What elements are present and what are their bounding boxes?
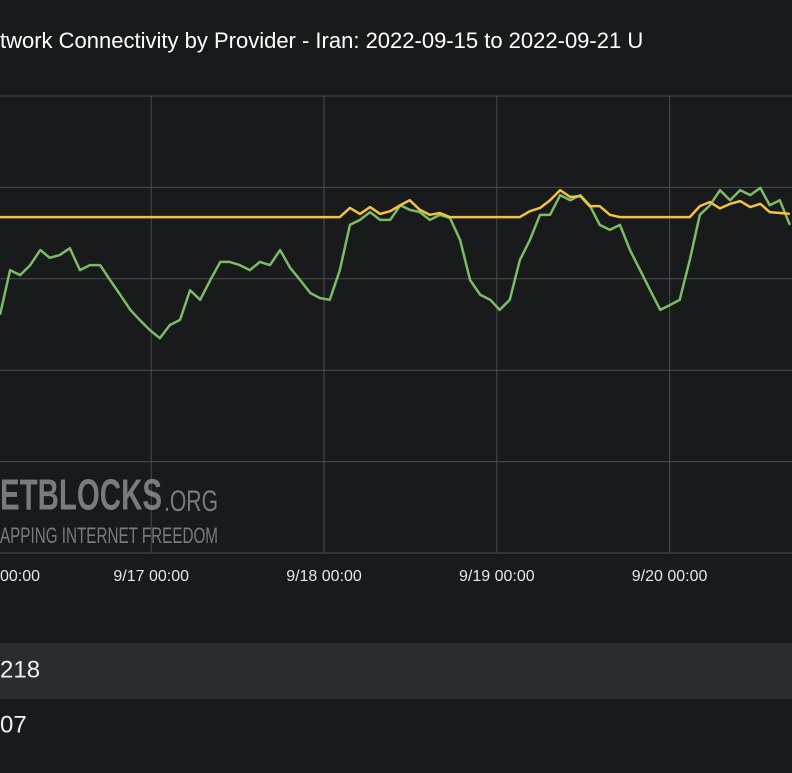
watermark-brand: ETBLOCKS bbox=[0, 471, 162, 520]
watermark: ETBLOCKS .ORG APPING INTERNET FREEDOM bbox=[0, 471, 218, 548]
x-tick-label: 00:00 bbox=[0, 568, 40, 585]
legend-row bbox=[0, 699, 792, 755]
series-line bbox=[0, 186, 791, 340]
x-tick-label: 9/18 00:00 bbox=[286, 568, 362, 585]
x-tick-label: 9/17 00:00 bbox=[113, 568, 189, 585]
watermark-domain: .ORG bbox=[164, 485, 218, 518]
x-tick-label: 9/20 00:00 bbox=[632, 568, 708, 585]
watermark-tagline: APPING INTERNET FREEDOM bbox=[0, 523, 218, 548]
legend-label: 07 bbox=[0, 711, 27, 738]
legend-label: 218 bbox=[0, 656, 40, 683]
chart-title: twork Connectivity by Provider - Iran: 2… bbox=[0, 28, 643, 53]
x-tick-label: 9/19 00:00 bbox=[459, 568, 535, 585]
legend-row bbox=[0, 643, 792, 699]
series-line bbox=[0, 188, 790, 219]
